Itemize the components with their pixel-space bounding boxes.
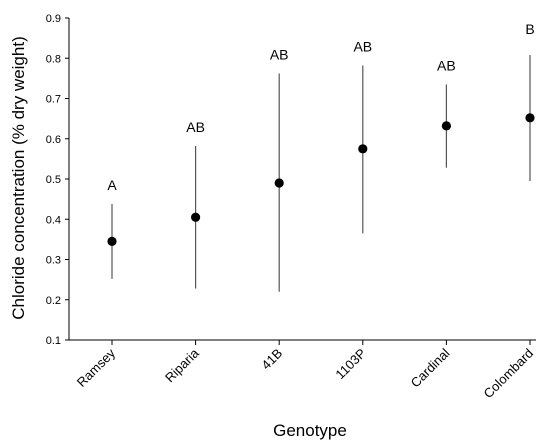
data-point [274,178,284,188]
x-tick-label: 41B [258,346,285,373]
y-tick-label: 0.3 [46,255,61,267]
y-axis-title: Chloride concentration (% dry weight) [9,36,28,319]
significance-labels: A AB AB AB AB B [107,21,534,193]
x-tick-label: Colombard [481,346,536,402]
y-tick-labels: 0.1 0.2 0.3 0.4 0.5 0.6 0.7 0.8 0.9 [46,13,61,347]
x-tick-label: Riparia [162,345,202,385]
significance-label: AB [186,119,205,135]
data-point [358,144,368,154]
x-tick-labels: Ramsey Riparia 41B 1103P Cardinal Colombard [74,345,536,401]
data-point [107,236,117,246]
y-tick-label: 0.8 [46,53,61,65]
y-tick-label: 0.6 [46,134,61,146]
x-axis-title: Genotype [273,421,347,440]
significance-label: A [107,177,117,193]
significance-label: AB [270,47,289,63]
significance-label: AB [437,57,456,73]
y-tick-label: 0.1 [46,335,61,347]
y-tick-label: 0.2 [46,295,61,307]
axes [65,17,536,345]
y-tick-label: 0.9 [46,13,61,25]
x-tick-label: Ramsey [74,345,119,390]
significance-label: AB [353,38,372,54]
x-tick-label: Cardinal [408,345,453,390]
x-tick-label: 1103P [332,346,369,383]
data-points [107,113,535,246]
error-bars [111,55,531,292]
data-point [525,113,535,123]
y-tick-label: 0.5 [46,174,61,186]
data-point [191,212,201,222]
y-tick-label: 0.4 [46,214,61,226]
data-point [441,121,451,131]
y-tick-label: 0.7 [46,94,61,106]
significance-label: B [525,21,534,37]
